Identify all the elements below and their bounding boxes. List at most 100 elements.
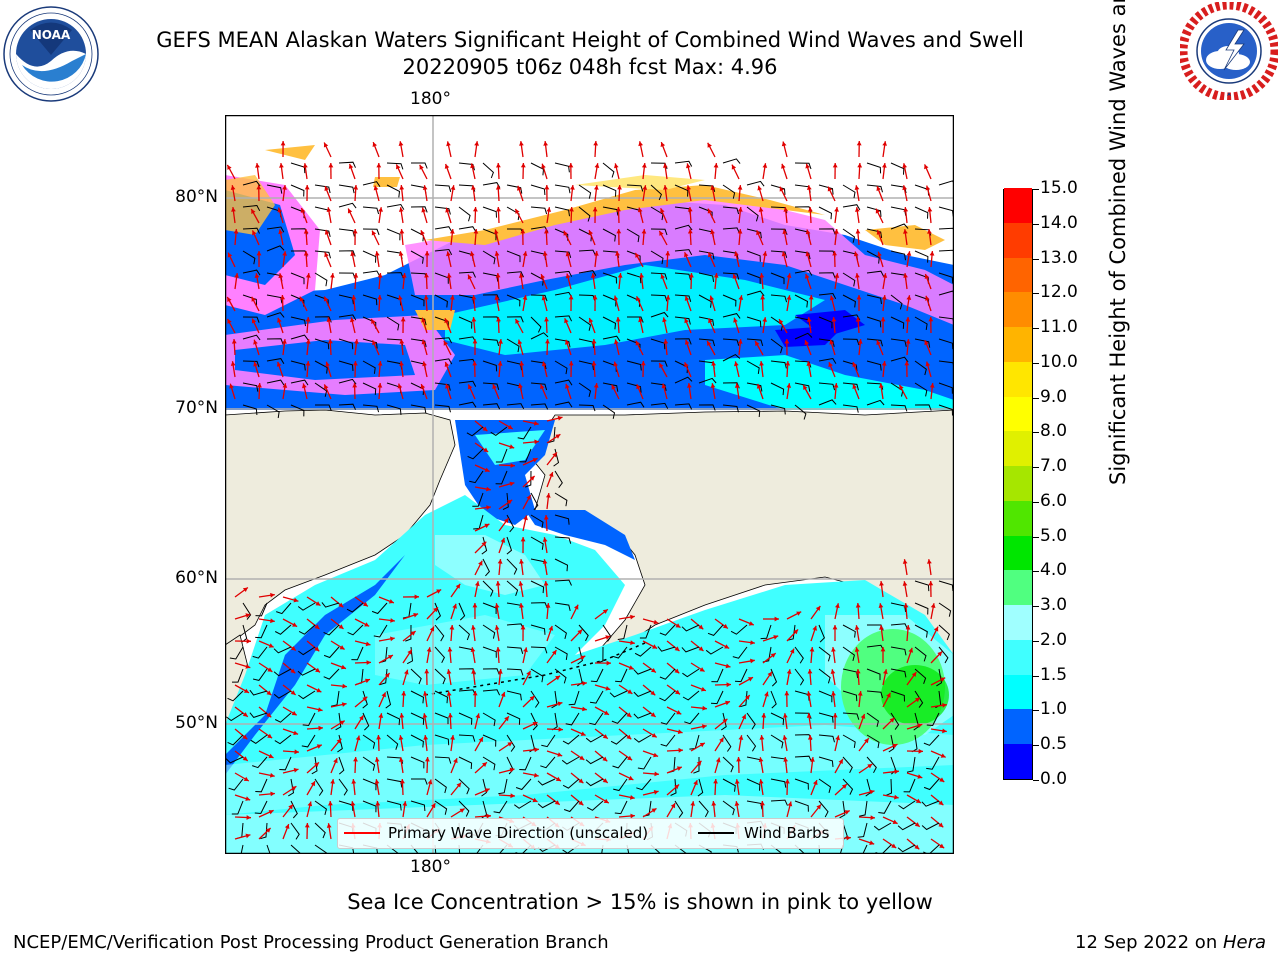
wave-direction-arrowhead [593,251,599,256]
wave-direction-arrowhead [588,230,593,236]
wave-direction-arrowhead [543,515,549,520]
wave-direction-arrowhead [565,339,570,345]
wave-direction-arrowhead [738,735,744,740]
wave-direction-arrowhead [494,295,500,300]
wind-barb [338,360,354,371]
wave-direction-arrowhead [270,592,275,598]
wind-barb [914,382,928,397]
wind-barb [554,206,570,217]
wind-barb [707,624,724,636]
wave-direction-arrowhead [741,714,746,720]
wind-barb [351,646,364,661]
lon-label-bottom: 180° [410,857,451,877]
wind-barb [410,316,427,326]
wave-direction-arrowhead [565,273,571,279]
wind-barb [506,646,524,654]
wave-direction-arrowhead [779,186,784,192]
wave-direction-arrowhead [507,499,513,505]
wave-direction-arrowhead [925,361,931,367]
wind-barb [482,602,497,614]
wave-direction-arrowhead [925,295,930,301]
wind-barb [585,756,604,765]
wave-direction-arrowhead [447,647,453,652]
wind-barb [626,360,642,371]
wave-direction-arrowhead [684,252,689,258]
wave-direction-arrowhead [471,625,476,630]
wave-direction-arrowhead [611,384,616,390]
wind-barb [617,624,628,640]
wind-barb [674,403,693,410]
wind-barb [482,182,501,189]
wind-barb [323,668,340,680]
wind-barb [760,624,772,640]
wave-direction-arrowhead [841,784,847,789]
wave-direction-arrowhead [267,733,273,739]
wind-barb [674,160,693,167]
wave-direction-arrowhead [446,691,452,696]
wind-barb [698,294,712,308]
wind-barb [346,602,364,613]
wave-direction-arrowhead [711,801,717,806]
wind-barb [890,690,905,702]
wind-barb [562,734,580,745]
wind-barb [842,204,861,211]
wind-barb [589,690,604,704]
wave-direction-arrowhead [615,317,621,322]
wave-direction-arrowhead [638,141,643,147]
wind-barb [693,757,700,774]
wind-barb [321,602,340,608]
wave-direction-arrowhead [663,339,669,344]
wind-barb [314,382,328,397]
wind-barb [458,380,477,387]
wind-barb [266,338,284,345]
wave-direction-arrowhead [635,340,640,346]
colorbar-segment [1004,500,1032,536]
wave-direction-arrowhead [808,295,814,300]
wave-direction-arrowhead [326,207,332,212]
wave-direction-arrowhead [355,735,361,741]
wave-direction-arrowhead [902,163,907,169]
wave-direction-arrowhead [852,362,857,368]
wind-barb [818,292,837,300]
wind-barb [914,690,924,708]
wave-direction-arrowhead [445,383,450,389]
wave-direction-arrowhead [676,766,682,771]
wind-barb [578,624,589,642]
wave-direction-arrowhead [540,384,545,390]
wave-direction-arrowhead [594,163,600,168]
wave-direction-arrowhead [882,163,887,168]
wave-direction-arrowhead [856,295,862,300]
wind-barb [602,162,615,178]
colorbar-tick-label: 2.0 [1040,629,1068,650]
wind-barb [386,778,403,788]
colorbar-tick-mark [1033,745,1039,747]
wave-direction-arrowhead [568,163,574,168]
colorbar-segment [1004,535,1032,571]
wind-barb [921,800,940,807]
wave-direction-arrowhead [543,141,548,146]
wind-barb [722,313,741,319]
wind-barb [515,778,532,791]
wind-barb [818,382,836,391]
wave-direction-arrowhead [785,779,790,784]
wind-barb [458,778,470,795]
wind-barb [386,800,402,811]
wave-direction-arrowhead [835,603,840,609]
wind-barb [794,404,807,420]
wave-direction-arrowhead [591,361,597,366]
wind-barb [530,514,544,529]
wind-barb [770,294,788,303]
wave-direction-arrowhead [364,622,370,627]
wave-direction-arrowhead [605,686,611,691]
wave-direction-arrowhead [242,734,248,740]
wave-direction-arrowhead [724,644,730,649]
wave-direction-arrowhead [399,229,405,234]
wind-barb [674,338,692,345]
wave-direction-arrowhead [684,296,690,301]
wave-direction-arrowhead [276,361,282,367]
wave-direction-arrowhead [678,747,683,753]
wave-direction-arrowhead [293,767,299,773]
wave-direction-arrowhead [760,801,765,806]
wave-direction-arrowhead [677,729,683,734]
wind-barb [506,338,520,353]
